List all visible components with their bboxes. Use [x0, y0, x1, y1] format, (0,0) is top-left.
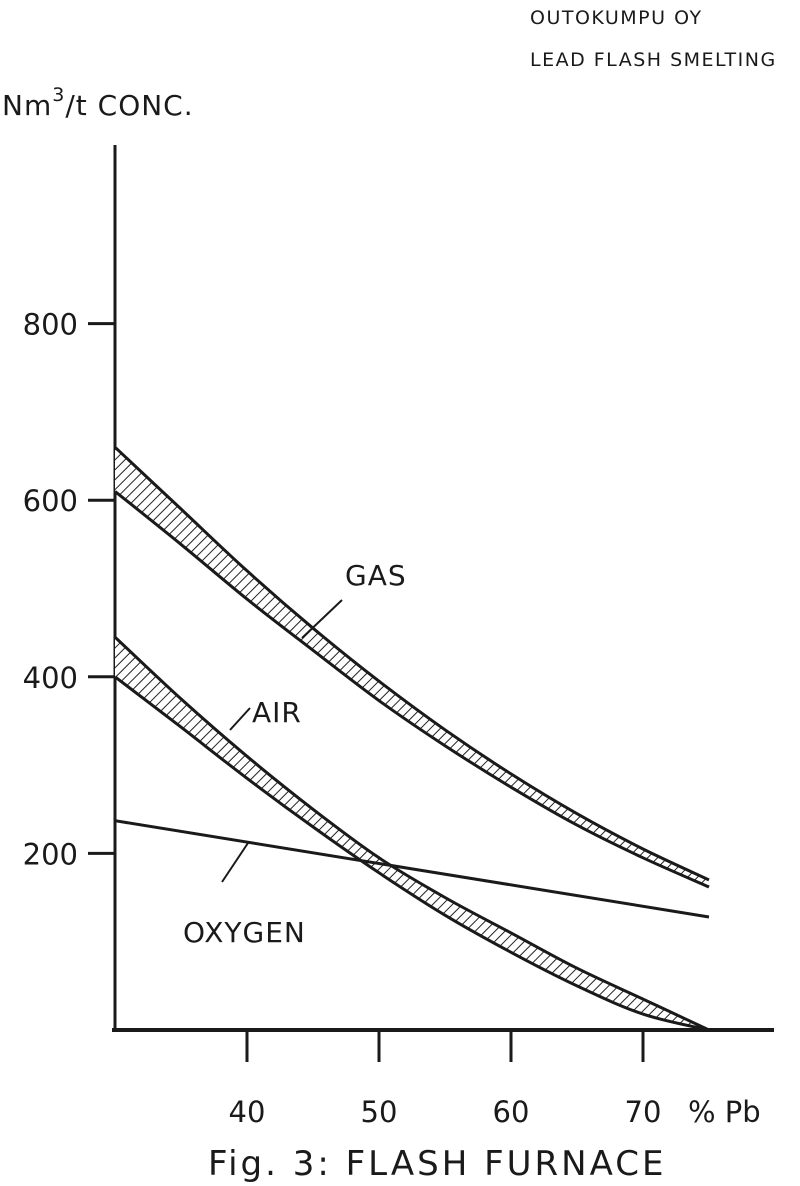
series-band-gas	[115, 447, 709, 887]
series-upper-edge-air	[113, 636, 710, 1032]
y-tick-label: 400	[23, 661, 78, 695]
y-tick-label: 800	[23, 308, 78, 342]
leader-line-air	[229, 707, 251, 731]
series-lower-edge-gas	[114, 490, 710, 889]
y-axis-label-unit: Nm	[2, 89, 52, 122]
leader-line-oxygen	[221, 842, 249, 883]
x-tick-label: 40	[229, 1095, 266, 1129]
y-axis-label-superscript: 3	[52, 84, 65, 106]
series-lower-edge-air	[114, 675, 710, 1032]
y-axis-label: Nm3/t CONC.	[2, 84, 194, 122]
header-company: OUTOKUMPU OY	[530, 7, 703, 29]
y-tick-label: 600	[23, 484, 78, 518]
series-label-air: AIR	[252, 696, 302, 729]
x-axis-label: % Pb	[688, 1095, 761, 1129]
series-label-oxygen: OXYGEN	[183, 916, 306, 949]
series-band-air	[115, 637, 709, 1030]
leader-line-gas	[301, 599, 343, 639]
y-tick-label: 200	[23, 837, 78, 871]
x-tick-label: 70	[625, 1095, 662, 1129]
figure-caption: Fig. 3: FLASH FURNACE	[208, 1144, 667, 1184]
header-process: LEAD FLASH SMELTING	[530, 49, 777, 71]
series-line-oxygen	[114, 819, 710, 919]
y-axis-label-rest: /t CONC.	[65, 89, 193, 122]
x-tick-label: 50	[361, 1095, 398, 1129]
x-tick-label: 60	[493, 1095, 530, 1129]
series-label-gas: GAS	[345, 559, 407, 592]
series-upper-edge-gas	[113, 446, 710, 882]
